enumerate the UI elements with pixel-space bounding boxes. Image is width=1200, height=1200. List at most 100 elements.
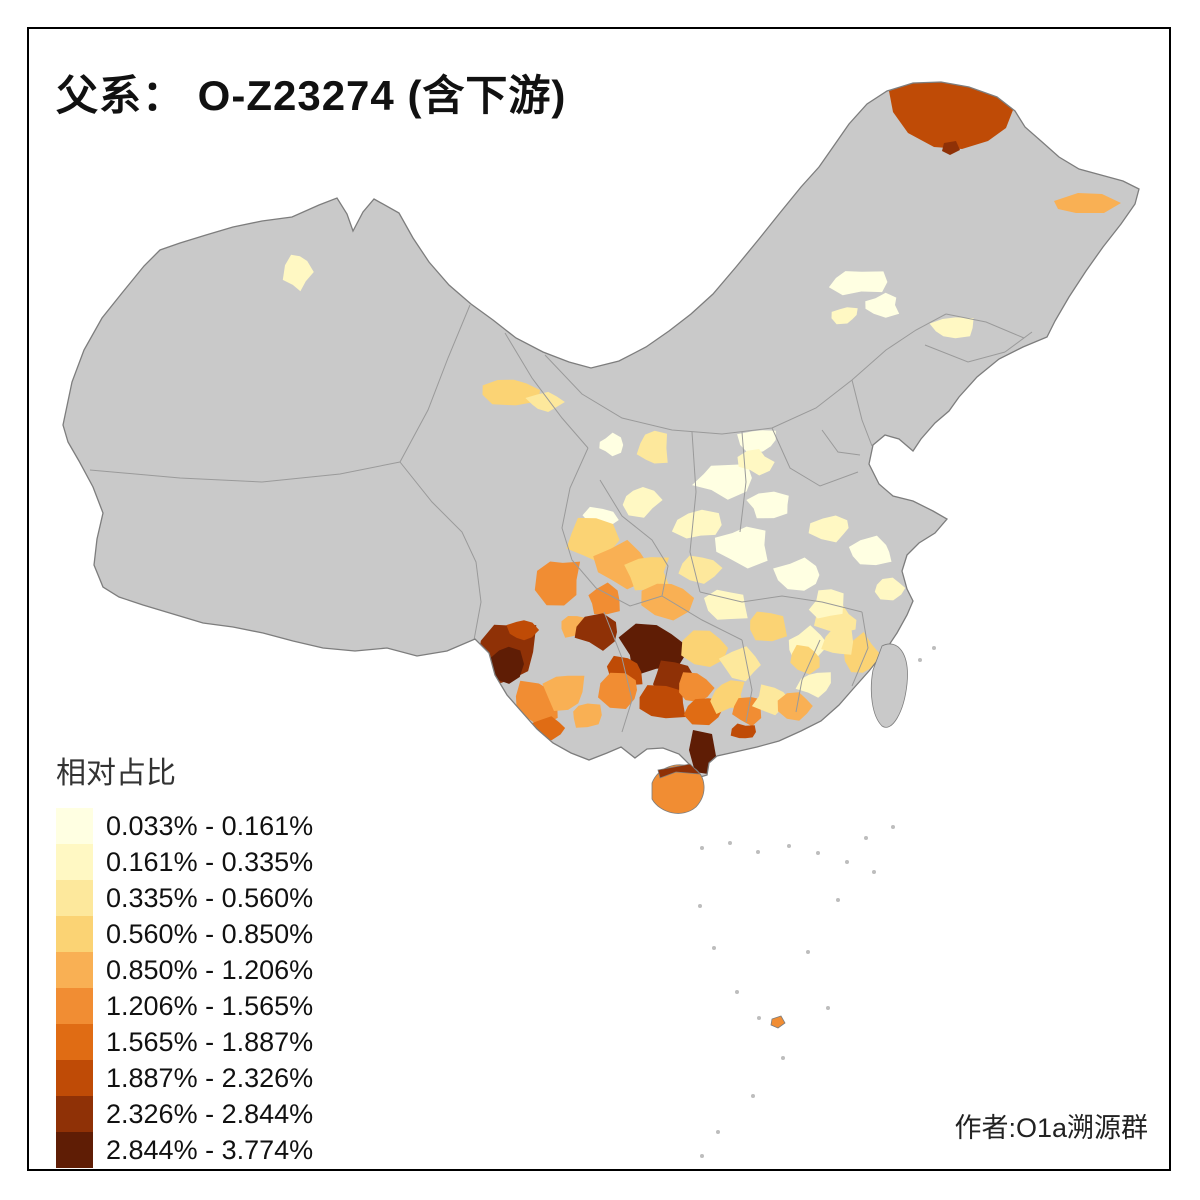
province-border bbox=[851, 611, 869, 687]
island-taiwan bbox=[870, 643, 908, 728]
map-region bbox=[814, 604, 857, 633]
province-border bbox=[924, 344, 1006, 363]
sea-islet bbox=[816, 851, 820, 855]
map-region bbox=[718, 646, 761, 682]
province-border bbox=[689, 431, 701, 593]
map-region bbox=[737, 430, 776, 454]
map-region bbox=[482, 379, 540, 406]
sea-islet bbox=[872, 870, 876, 874]
sea-islet bbox=[891, 825, 895, 829]
legend-swatch bbox=[56, 1024, 93, 1060]
legend-label: 0.850% - 1.206% bbox=[106, 954, 314, 985]
map-region bbox=[929, 317, 974, 339]
province-border bbox=[795, 639, 821, 713]
legend-swatch bbox=[56, 988, 93, 1024]
map-region bbox=[525, 391, 565, 412]
map-region bbox=[599, 432, 624, 457]
map-region bbox=[641, 583, 695, 621]
legend-row: 0.335% - 0.560% bbox=[56, 880, 313, 916]
sea-islet bbox=[700, 1154, 704, 1158]
province-border bbox=[399, 461, 482, 641]
map-region bbox=[821, 624, 854, 655]
legend-label: 0.033% - 0.161% bbox=[106, 810, 314, 841]
map-region bbox=[795, 672, 831, 698]
legend-label: 0.335% - 0.560% bbox=[106, 882, 314, 913]
legend: 相对占比 0.033% - 0.161% 0.161% - 0.335% 0.335… bbox=[56, 748, 313, 1168]
sea-islet bbox=[787, 844, 791, 848]
map-region bbox=[704, 589, 748, 620]
legend-row: 0.560% - 0.850% bbox=[56, 916, 313, 952]
map-region bbox=[692, 464, 752, 500]
legend-swatch bbox=[56, 808, 93, 844]
map-region bbox=[534, 561, 581, 606]
sea-islet bbox=[698, 904, 702, 908]
author-credit: 作者:O1a溯源群 bbox=[954, 1113, 1148, 1143]
map-region bbox=[808, 589, 844, 619]
map-region bbox=[746, 491, 789, 519]
islet-orange bbox=[770, 1015, 786, 1029]
region-northeast-dot bbox=[942, 141, 960, 155]
map-region bbox=[624, 557, 670, 591]
sea-islet bbox=[806, 950, 810, 954]
sea-islet bbox=[716, 1130, 720, 1134]
province-border bbox=[851, 379, 873, 447]
legend-label: 1.206% - 1.565% bbox=[106, 990, 314, 1021]
legend-swatch bbox=[56, 1132, 93, 1168]
legend-row: 2.844% - 3.774% bbox=[56, 1132, 313, 1168]
sea-islet bbox=[700, 846, 704, 850]
map-region bbox=[639, 685, 686, 719]
legend-swatch bbox=[56, 844, 93, 880]
map-region bbox=[588, 582, 620, 615]
map-region bbox=[506, 620, 540, 641]
map-region bbox=[573, 703, 602, 728]
legend-row: 2.326% - 2.844% bbox=[56, 1096, 313, 1132]
map-region bbox=[282, 254, 314, 292]
legend-label: 1.887% - 2.326% bbox=[106, 1062, 314, 1093]
province-border bbox=[1004, 331, 1033, 353]
map-region bbox=[566, 517, 620, 561]
legend-rows: 0.033% - 0.161% 0.161% - 0.335% 0.335% - 0… bbox=[56, 808, 313, 1168]
legend-swatch bbox=[56, 952, 93, 988]
legend-row: 1.887% - 2.326% bbox=[56, 1060, 313, 1096]
legend-swatch bbox=[56, 880, 93, 916]
map-region bbox=[487, 646, 524, 684]
map-region bbox=[681, 630, 728, 667]
sea-islet bbox=[781, 1056, 785, 1060]
legend-swatch bbox=[56, 916, 93, 952]
map-region bbox=[714, 526, 768, 569]
sea-islet bbox=[756, 850, 760, 854]
page-title: 父系： O-Z23274 (含下游) bbox=[56, 72, 567, 119]
province-border bbox=[739, 431, 747, 533]
map-region bbox=[679, 672, 715, 702]
legend-row: 0.850% - 1.206% bbox=[56, 952, 313, 988]
sea-islet bbox=[751, 1094, 755, 1098]
map-region bbox=[574, 613, 617, 651]
legend-label: 1.565% - 1.887% bbox=[106, 1026, 314, 1057]
map-region bbox=[790, 644, 820, 675]
map-region bbox=[831, 307, 858, 325]
sea-islet bbox=[845, 860, 849, 864]
map-region bbox=[671, 509, 722, 539]
map-region bbox=[828, 271, 888, 296]
legend-label: 0.560% - 0.850% bbox=[106, 918, 314, 949]
map-region bbox=[773, 557, 820, 591]
sea-islet bbox=[836, 898, 840, 902]
map-region bbox=[737, 449, 775, 476]
region-mohe-north bbox=[889, 82, 1013, 149]
plot-frame bbox=[27, 27, 1171, 1171]
province-border bbox=[771, 427, 859, 487]
province-border bbox=[821, 429, 861, 456]
china-outline bbox=[62, 81, 1140, 779]
sea-islet bbox=[757, 1016, 761, 1020]
sea-islet bbox=[932, 646, 936, 650]
region-far-east bbox=[1054, 193, 1121, 213]
map-region bbox=[865, 292, 900, 318]
province-border bbox=[399, 304, 471, 463]
province-border bbox=[661, 595, 743, 641]
sea-islet bbox=[826, 1006, 830, 1010]
legend-row: 1.206% - 1.565% bbox=[56, 988, 313, 1024]
province-border bbox=[945, 313, 1025, 339]
province-border bbox=[699, 591, 863, 613]
mainland-china bbox=[63, 82, 1139, 778]
